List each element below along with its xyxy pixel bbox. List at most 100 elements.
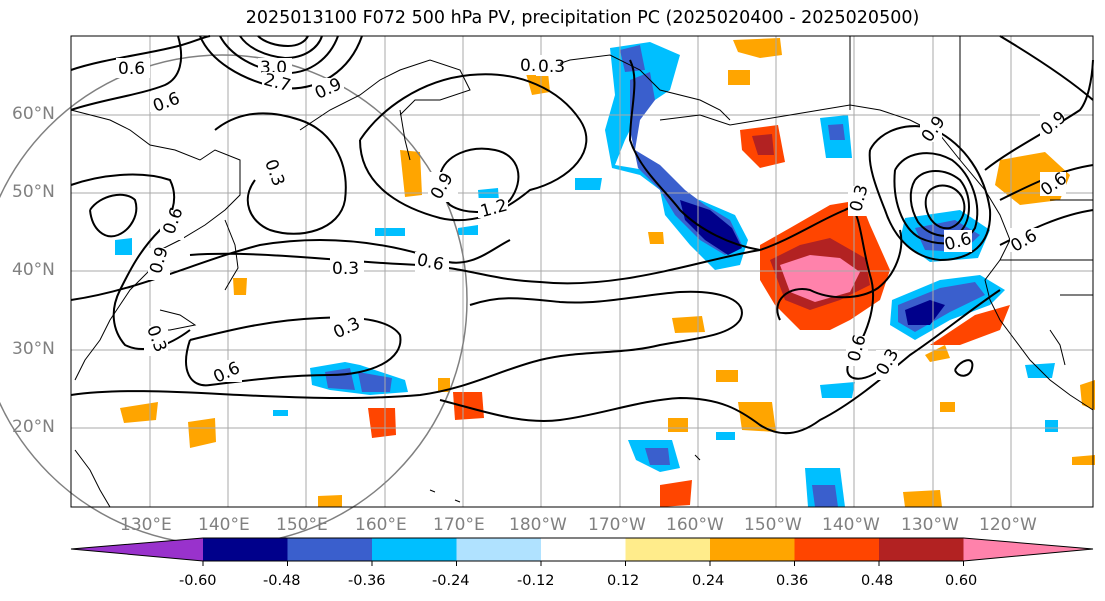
precip-blob <box>672 316 705 333</box>
precip-blob <box>575 178 602 190</box>
lat-label: 30°N <box>12 339 55 359</box>
colorbar-segment <box>879 538 964 561</box>
contour-label-bg <box>262 72 292 90</box>
colorbar-segment <box>794 538 879 561</box>
coastline <box>70 109 241 381</box>
contour-label-bg <box>210 360 242 382</box>
precip-blob <box>458 225 478 235</box>
precip-blob <box>738 402 776 432</box>
contour-line <box>70 35 211 71</box>
colorbar-segment <box>372 538 457 561</box>
precip-blob <box>233 278 247 295</box>
contour-line <box>89 193 138 238</box>
coastline <box>849 36 1093 296</box>
contour-label-bg <box>876 350 898 380</box>
colorbar-tick-label: -0.36 <box>348 573 386 589</box>
contour-label-bg <box>330 258 364 278</box>
contour-line <box>924 184 966 230</box>
precip-blob <box>812 485 838 507</box>
colorbar-tick-label: 0.48 <box>861 573 894 589</box>
precip-blob <box>648 232 664 244</box>
lat-label: 60°N <box>12 104 55 124</box>
lat-label: 50°N <box>12 182 55 202</box>
colorbar-segment <box>71 538 203 561</box>
colorbar-segment <box>710 538 795 561</box>
precip-blob <box>728 70 750 85</box>
contour-line <box>70 173 191 350</box>
coastlines <box>70 36 1094 508</box>
precip-blob <box>273 410 288 416</box>
contour-label-bg <box>415 252 449 272</box>
precip-blob <box>318 495 342 507</box>
contour-line <box>628 59 761 251</box>
contour-label-bg <box>144 326 168 356</box>
precip-blob <box>310 362 408 395</box>
contour-line <box>439 289 1001 435</box>
contour-line <box>893 152 979 245</box>
lon-label: 130°E <box>120 515 172 535</box>
precip-blob <box>716 432 735 440</box>
colorbar-segment <box>541 538 626 561</box>
precip-blob <box>438 378 450 392</box>
lon-label: 160°W <box>666 515 724 535</box>
colorbar <box>70 537 1094 566</box>
colorbar-tick-label: -0.12 <box>517 573 555 589</box>
precip-blob <box>940 402 955 412</box>
lon-label: 180°W <box>509 515 567 535</box>
pv-contours <box>70 35 1094 435</box>
contour-label-bg <box>330 316 364 338</box>
contour-line <box>70 290 743 400</box>
coastline <box>224 219 239 291</box>
contour-label: 0.3 <box>538 57 565 77</box>
precip-blob <box>325 368 355 390</box>
contour-label-bg <box>150 92 180 112</box>
contour-line <box>70 35 183 111</box>
precip-blob <box>752 134 774 155</box>
contour-line <box>214 112 347 235</box>
precip-blob <box>820 382 855 398</box>
contour-line <box>759 207 881 380</box>
precip-blob <box>780 255 860 302</box>
coastline <box>74 449 111 508</box>
region-circle <box>0 54 468 546</box>
precip-blob <box>905 300 945 325</box>
precip-blob <box>668 418 688 432</box>
colorbar-segment <box>963 538 1093 561</box>
lat-label: 20°N <box>12 417 55 437</box>
contour-label-bg <box>848 186 870 216</box>
contour-label: 0.3 <box>332 259 359 279</box>
precip-blob <box>358 372 392 392</box>
precip-blob <box>733 38 782 58</box>
colorbar-segment <box>456 538 541 561</box>
precip-blob <box>660 480 692 507</box>
contour-label: 0.6 <box>118 59 145 79</box>
colorbar-tick-label: 0.36 <box>776 573 809 589</box>
colorbar-tick-label: 0.24 <box>692 573 725 589</box>
precip-blob <box>930 305 1010 345</box>
precip-blob <box>903 490 942 507</box>
contour-label-bg <box>1040 112 1064 136</box>
precip-blob <box>828 124 845 140</box>
lon-label: 140°E <box>198 515 250 535</box>
contour-label-bg <box>1040 172 1066 196</box>
precip-blob <box>1080 380 1095 410</box>
lon-label: 150°W <box>744 515 802 535</box>
contour-label-bg <box>262 160 288 190</box>
graticule <box>71 36 1093 507</box>
precip-blob <box>716 370 738 382</box>
contour-label-bg <box>920 118 942 142</box>
lon-label: 170°E <box>433 515 485 535</box>
precip-blob <box>620 45 645 72</box>
contour-label-bg <box>148 248 170 280</box>
precipitation-shading <box>115 38 1095 507</box>
contour-line <box>776 229 903 321</box>
colorbar-tick-label: -0.60 <box>179 573 217 589</box>
contour-line <box>999 209 1094 246</box>
precip-blob <box>1072 455 1095 465</box>
contour-line <box>189 249 761 285</box>
precip-blob <box>453 392 484 420</box>
precip-blob <box>115 238 132 255</box>
contour-label-bg <box>312 78 344 98</box>
contour-label-bg <box>160 210 184 240</box>
